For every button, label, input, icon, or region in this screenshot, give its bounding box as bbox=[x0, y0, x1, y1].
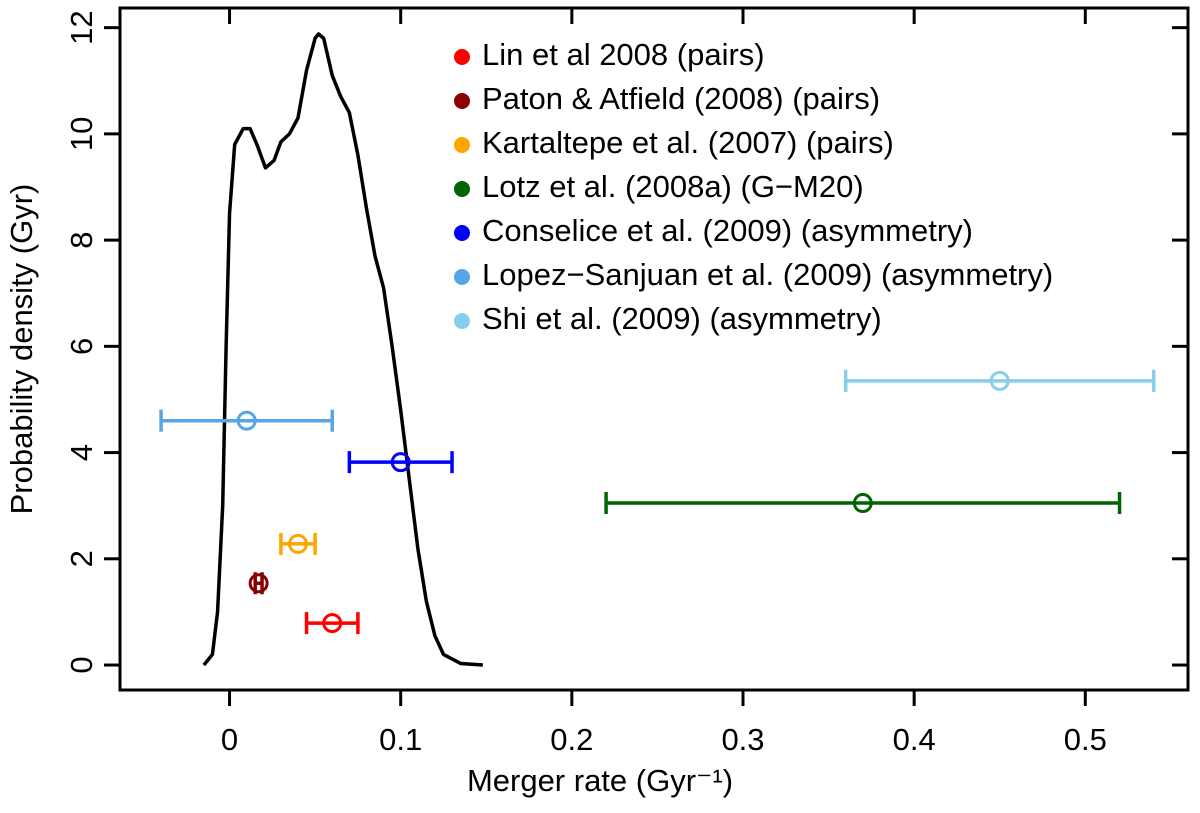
legend-marker bbox=[454, 269, 470, 285]
legend-marker bbox=[454, 313, 470, 329]
data-point bbox=[390, 452, 411, 473]
data-point bbox=[236, 410, 257, 431]
x-tick-label: 0.2 bbox=[550, 722, 593, 757]
x-tick-label: 0 bbox=[221, 722, 238, 757]
y-tick-label: 8 bbox=[64, 231, 99, 248]
legend-label: Lotz et al. (2008a) (G−M20) bbox=[482, 169, 864, 204]
legend-marker bbox=[454, 93, 470, 109]
x-axis-label: Merger rate (Gyr⁻¹) bbox=[467, 763, 733, 798]
data-point bbox=[322, 613, 343, 634]
data-point bbox=[852, 493, 873, 514]
legend-label: Conselice et al. (2009) (asymmetry) bbox=[482, 213, 973, 248]
data-point bbox=[288, 533, 308, 554]
legend-label: Lin et al 2008 (pairs) bbox=[482, 37, 765, 72]
legend-marker bbox=[454, 225, 470, 241]
y-tick-label: 6 bbox=[64, 338, 99, 355]
legend-marker bbox=[454, 49, 470, 65]
legend-label: Shi et al. (2009) (asymmetry) bbox=[482, 301, 882, 336]
x-tick-label: 0.1 bbox=[379, 722, 422, 757]
legend-marker bbox=[454, 137, 470, 153]
x-tick-label: 0.4 bbox=[893, 722, 936, 757]
y-axis-label: Probability density (Gyr) bbox=[4, 184, 39, 515]
y-tick-label: 10 bbox=[64, 117, 99, 151]
plot-frame bbox=[118, 6, 1190, 692]
legend-label: Lopez−Sanjuan et al. (2009) (asymmetry) bbox=[482, 257, 1053, 292]
y-tick-label: 12 bbox=[64, 10, 99, 44]
data-point bbox=[989, 370, 1010, 391]
density-curve bbox=[202, 32, 483, 667]
x-tick-label: 0.5 bbox=[1064, 722, 1107, 757]
data-point bbox=[248, 573, 269, 594]
y-tick-label: 2 bbox=[64, 550, 99, 567]
legend-label: Kartaltepe et al. (2007) (pairs) bbox=[482, 125, 894, 160]
x-tick-label: 0.3 bbox=[721, 722, 764, 757]
y-tick-label: 4 bbox=[64, 444, 99, 461]
y-tick-label: 0 bbox=[64, 656, 99, 673]
legend-label: Paton & Atfield (2008) (pairs) bbox=[482, 81, 880, 116]
legend-marker bbox=[454, 181, 470, 197]
